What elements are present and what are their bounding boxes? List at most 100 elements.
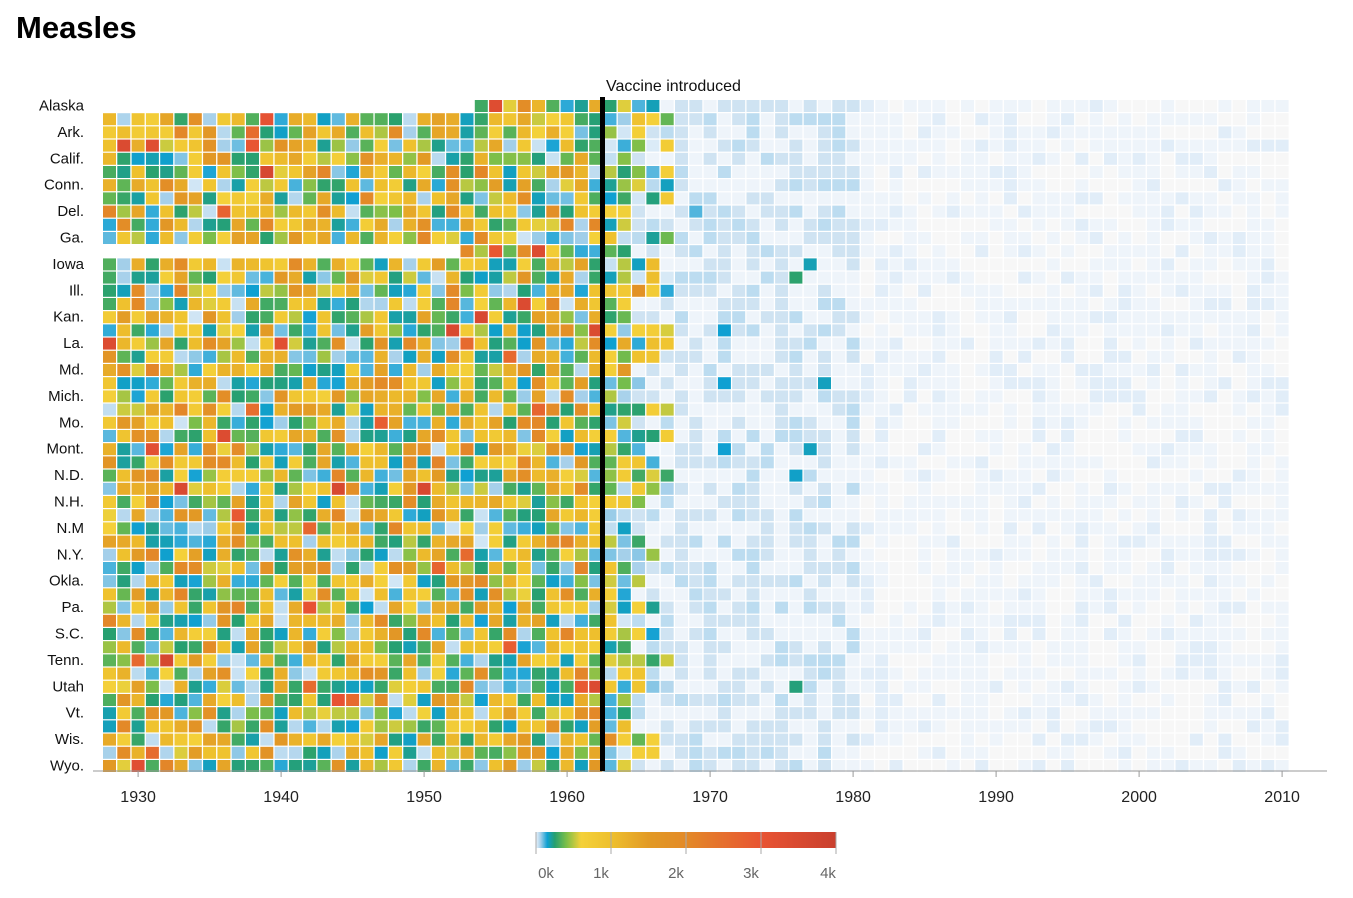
heatmap-cell xyxy=(1132,641,1146,654)
heatmap-cell xyxy=(803,139,817,152)
heatmap-cell xyxy=(1261,535,1275,548)
heatmap-cell xyxy=(860,377,874,390)
heatmap-cell xyxy=(1132,628,1146,640)
heatmap-cell xyxy=(1003,707,1017,720)
heatmap-cell xyxy=(789,232,803,244)
heatmap-cell xyxy=(417,271,431,284)
heatmap-cell xyxy=(117,232,131,244)
heatmap-cell xyxy=(1204,746,1218,759)
heatmap-cell xyxy=(889,152,903,165)
heatmap-cell xyxy=(1032,179,1046,192)
heatmap-cell xyxy=(145,509,159,522)
heatmap-cell xyxy=(1018,100,1032,112)
heatmap-cell xyxy=(174,614,188,627)
heatmap-cell xyxy=(989,232,1003,244)
heatmap-cell xyxy=(589,430,603,442)
heatmap-cell xyxy=(1261,298,1275,310)
heatmap-cell xyxy=(174,245,188,258)
heatmap-cell xyxy=(160,284,174,297)
heatmap-cell xyxy=(617,416,631,429)
heatmap-cell xyxy=(603,152,617,165)
heatmap-cell xyxy=(174,218,188,231)
heatmap-cell xyxy=(188,548,202,561)
heatmap-cell xyxy=(775,113,789,126)
heatmap-cell xyxy=(1032,377,1046,390)
heatmap-cell xyxy=(117,443,131,456)
heatmap-cell xyxy=(417,548,431,561)
heatmap-cell xyxy=(203,707,217,720)
heatmap-cell xyxy=(417,588,431,601)
heatmap-cell xyxy=(374,350,388,363)
heatmap-cell xyxy=(903,205,917,218)
heatmap-cell xyxy=(431,179,445,192)
heatmap-cell xyxy=(832,350,846,363)
heatmap-cell xyxy=(489,469,503,482)
heatmap-cell xyxy=(903,403,917,416)
heatmap-cell xyxy=(1275,258,1289,271)
heatmap-cell xyxy=(918,562,932,574)
heatmap-cell xyxy=(1132,166,1146,178)
heatmap-cell xyxy=(846,298,860,310)
heatmap-cell xyxy=(574,205,588,218)
heatmap-cell xyxy=(732,113,746,126)
heatmap-cell xyxy=(846,364,860,376)
heatmap-cell xyxy=(374,760,388,772)
heatmap-cell xyxy=(875,271,889,284)
heatmap-cell xyxy=(374,416,388,429)
heatmap-cell xyxy=(103,575,116,588)
heatmap-cell xyxy=(932,245,946,258)
heatmap-cell xyxy=(546,601,560,614)
heatmap-cell xyxy=(1089,350,1103,363)
heatmap-cell xyxy=(717,562,731,574)
heatmap-cell xyxy=(689,364,703,376)
heatmap-cell xyxy=(1175,232,1189,244)
heatmap-cell xyxy=(403,720,417,733)
heatmap-cell xyxy=(689,152,703,165)
heatmap-cell xyxy=(961,601,974,614)
heatmap-cell xyxy=(246,746,259,759)
heatmap-cell xyxy=(389,416,402,429)
heatmap-cell xyxy=(1018,614,1032,627)
heatmap-cell xyxy=(103,390,116,403)
heatmap-cell xyxy=(260,456,274,469)
heatmap-cell xyxy=(789,298,803,310)
heatmap-cell xyxy=(517,271,531,284)
heatmap-cell xyxy=(1032,113,1046,126)
heatmap-cell xyxy=(431,152,445,165)
heatmap-cell xyxy=(260,166,274,178)
heatmap-cell xyxy=(632,139,646,152)
heatmap-cell xyxy=(460,166,474,178)
heatmap-cell xyxy=(732,377,746,390)
heatmap-cell xyxy=(746,601,760,614)
heatmap-cell xyxy=(775,760,789,772)
heatmap-cell xyxy=(932,284,946,297)
heatmap-cell xyxy=(503,667,517,680)
heatmap-cell xyxy=(803,469,817,482)
heatmap-cell xyxy=(1189,337,1203,350)
heatmap-cell xyxy=(860,509,874,522)
heatmap-cell xyxy=(360,166,374,178)
heatmap-cell xyxy=(1161,443,1175,456)
heatmap-cell xyxy=(846,535,860,548)
heatmap-cell xyxy=(231,258,245,271)
heatmap-cell xyxy=(617,496,631,508)
heatmap-cell xyxy=(431,443,445,456)
heatmap-cell xyxy=(1261,258,1275,271)
heatmap-cell xyxy=(589,192,603,205)
heatmap-cell xyxy=(1046,562,1060,574)
heatmap-cell xyxy=(260,522,274,535)
heatmap-cell xyxy=(1261,232,1275,244)
heatmap-cell xyxy=(860,667,874,680)
heatmap-cell xyxy=(117,377,131,390)
heatmap-cell xyxy=(188,707,202,720)
heatmap-cell xyxy=(517,760,531,772)
heatmap-cell xyxy=(1075,746,1089,759)
heatmap-cell xyxy=(703,350,717,363)
heatmap-cell xyxy=(946,667,960,680)
heatmap-cell xyxy=(1118,311,1132,324)
heatmap-cell xyxy=(460,628,474,640)
heatmap-cell xyxy=(131,628,145,640)
heatmap-cell xyxy=(231,403,245,416)
heatmap-cell xyxy=(417,707,431,720)
heatmap-cell xyxy=(646,667,660,680)
